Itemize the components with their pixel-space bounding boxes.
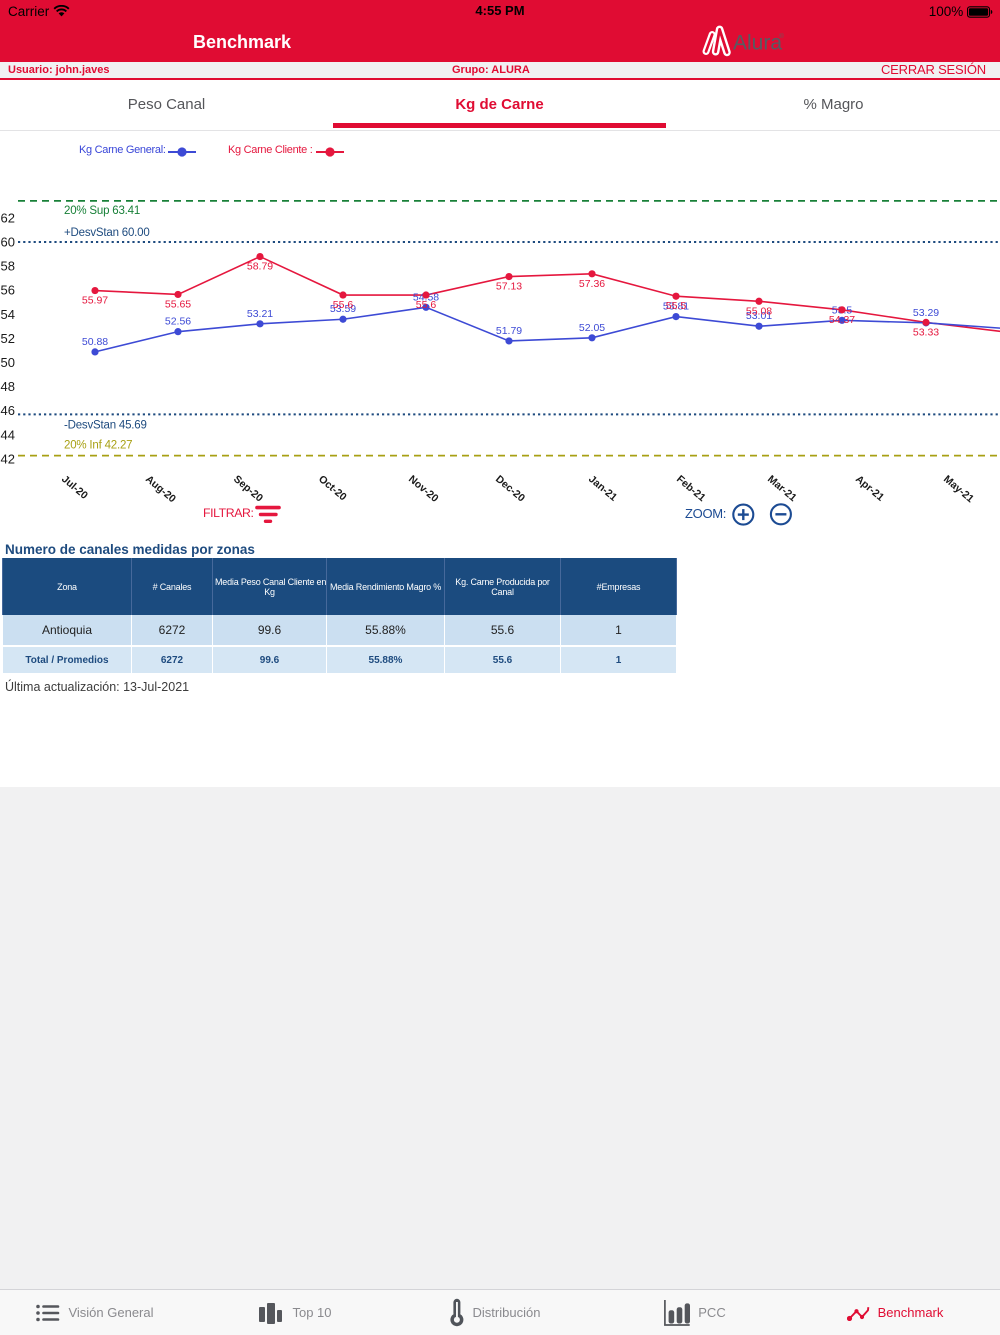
svg-text:Dec-20: Dec-20	[493, 473, 527, 504]
svg-text:Feb-21: Feb-21	[674, 473, 708, 504]
svg-text:Mar-21: Mar-21	[765, 473, 799, 504]
svg-text:Jul-20: Jul-20	[59, 473, 90, 502]
svg-text:Nov-20: Nov-20	[406, 473, 441, 505]
svg-text:20% Inf 42.27: 20% Inf 42.27	[64, 440, 132, 452]
svg-text:42: 42	[1, 451, 15, 466]
svg-text:20% Sup 63.41: 20% Sup 63.41	[64, 205, 140, 217]
svg-text:55.65: 55.65	[165, 298, 191, 310]
svg-text:®: ®	[779, 32, 784, 40]
svg-text:53.81: 53.81	[663, 301, 689, 313]
svg-text:53.01: 53.01	[746, 310, 772, 322]
svg-text:53.59: 53.59	[330, 303, 356, 315]
svg-text:57.36: 57.36	[579, 278, 605, 290]
svg-text:55.6: 55.6	[416, 299, 437, 311]
svg-text:52.56: 52.56	[165, 316, 191, 328]
svg-text:57.13: 57.13	[496, 281, 522, 293]
svg-text:50: 50	[1, 355, 15, 370]
svg-text:Sep-20: Sep-20	[231, 473, 265, 504]
svg-text:+DesvStan 60.00: +DesvStan 60.00	[64, 227, 150, 239]
svg-text:52.05: 52.05	[579, 322, 605, 334]
svg-text:55.97: 55.97	[82, 295, 108, 307]
svg-text:55.08: 55.08	[746, 305, 772, 317]
svg-text:May-21: May-21	[941, 473, 976, 505]
svg-text:Aug-20: Aug-20	[143, 473, 178, 505]
svg-text:51.79: 51.79	[496, 325, 522, 337]
svg-text:Oct-20: Oct-20	[316, 473, 349, 503]
svg-text:58.79: 58.79	[247, 261, 273, 273]
svg-text:Apr-21: Apr-21	[853, 473, 886, 504]
svg-text:53.33: 53.33	[913, 326, 939, 338]
svg-text:58: 58	[1, 259, 15, 274]
svg-text:44: 44	[1, 427, 15, 442]
svg-text:Alura: Alura	[733, 32, 782, 55]
svg-text:62: 62	[1, 210, 15, 225]
svg-text:50.88: 50.88	[82, 336, 108, 348]
svg-text:55.6: 55.6	[333, 299, 354, 311]
svg-text:55.5: 55.5	[666, 300, 687, 312]
svg-text:46: 46	[1, 403, 15, 418]
svg-text:52: 52	[1, 331, 15, 346]
svg-text:Jan-21: Jan-21	[586, 473, 619, 504]
svg-text:60: 60	[1, 235, 15, 250]
svg-text:54: 54	[1, 307, 15, 322]
svg-text:-DesvStan 45.69: -DesvStan 45.69	[64, 419, 147, 431]
svg-text:54.37: 54.37	[829, 314, 855, 326]
svg-text:53.21: 53.21	[247, 308, 273, 320]
svg-text:56: 56	[1, 283, 15, 298]
svg-text:48: 48	[1, 379, 15, 394]
svg-text:53.29: 53.29	[913, 307, 939, 319]
